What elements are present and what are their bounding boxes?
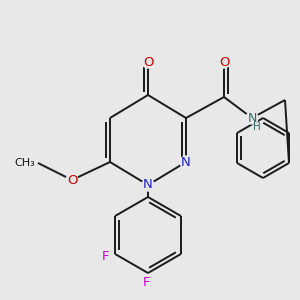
Text: O: O xyxy=(143,56,153,68)
Text: N: N xyxy=(247,112,257,124)
Text: O: O xyxy=(219,56,229,68)
Circle shape xyxy=(142,179,154,191)
Text: H: H xyxy=(253,122,261,132)
Text: CH₃: CH₃ xyxy=(14,158,35,168)
Circle shape xyxy=(142,56,154,68)
Text: O: O xyxy=(67,173,77,187)
Circle shape xyxy=(218,56,230,68)
Text: N: N xyxy=(143,178,153,191)
Circle shape xyxy=(180,156,192,168)
Circle shape xyxy=(99,250,111,262)
Text: F: F xyxy=(101,250,109,262)
Circle shape xyxy=(66,174,78,186)
Text: N: N xyxy=(181,155,191,169)
Circle shape xyxy=(140,277,152,289)
Text: F: F xyxy=(142,277,150,290)
Circle shape xyxy=(246,112,258,124)
